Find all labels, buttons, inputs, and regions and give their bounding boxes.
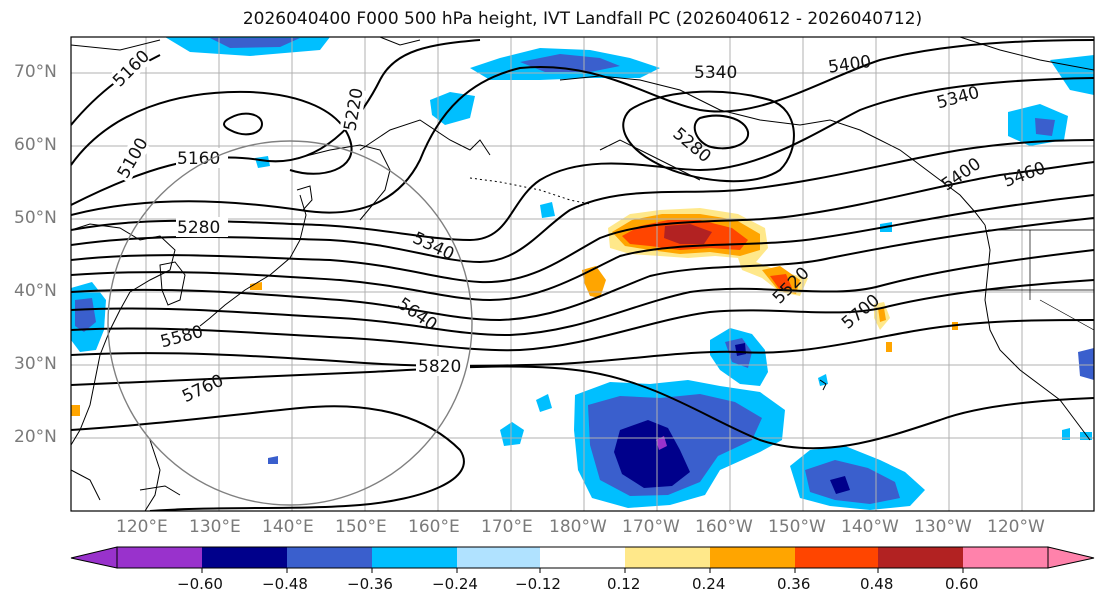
colorbar-extension-min [70,546,118,569]
lon-label: 170°E [481,517,533,537]
contour-label: 5160 [177,149,220,169]
colorbar [70,546,1095,573]
colorbar-tick-label: −0.48 [262,575,308,593]
colorbar-segment [878,547,963,568]
lon-label: 130°W [914,517,972,537]
lon-label: 150°E [335,517,387,537]
colorbar-tick-label: 0.36 [777,575,811,593]
lat-label: 30°N [14,354,57,374]
colorbar-segment [117,547,202,568]
colorbar-segment [963,547,1048,568]
colorbar-tick-label: −0.36 [347,575,393,593]
height-contours [71,39,1094,511]
colorbar-segment [625,547,710,568]
lon-label: 120°E [116,517,168,537]
lat-label: 20°N [14,427,57,447]
contour-label: 5820 [418,357,461,377]
colorbar-segment [710,547,795,568]
lat-label: 50°N [14,208,57,228]
lon-label: 180°W [549,517,607,537]
lon-label: 150°W [768,517,826,537]
lat-label: 70°N [14,62,57,82]
colorbar-extension-max [1047,546,1095,569]
colorbar-tick-label: −0.60 [177,575,223,593]
contour-label: 5340 [694,63,737,83]
lat-label: 60°N [14,135,57,155]
colorbar-tick-label: 0.24 [692,575,726,593]
graticule [71,37,1094,511]
lon-label: 130°E [189,517,241,537]
colorbar-tick-label: 0.12 [607,575,641,593]
colorbar-segment [202,547,287,568]
figure-title: 2026040400 F000 500 hPa height, IVT Land… [242,9,923,29]
lat-label: 40°N [14,281,57,301]
colorbar-segment [287,547,372,568]
colorbar-tick-label: −0.12 [515,575,561,593]
colorbar-segment [540,547,625,568]
landfall-region-circle [107,140,473,506]
colorbar-tick-label: 0.60 [945,575,979,593]
lon-label: 140°W [841,517,899,537]
lon-label: 120°W [987,517,1045,537]
colorbar-tick-label: 0.48 [860,575,894,593]
lon-label: 160°W [695,517,753,537]
colorbar-tick-label: −0.24 [432,575,478,593]
lon-label: 170°W [622,517,680,537]
colorbar-segment [457,547,540,568]
lon-label: 160°E [408,517,460,537]
map-frame [70,36,1095,512]
lon-label: 140°E [262,517,314,537]
contour-label: 5280 [177,218,220,238]
colorbar-segment [795,547,878,568]
colorbar-segment [372,547,457,568]
